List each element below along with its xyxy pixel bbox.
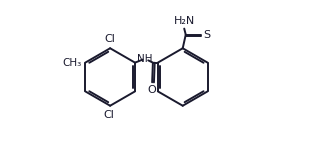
Text: Cl: Cl (103, 109, 114, 120)
Text: H₂N: H₂N (174, 16, 195, 26)
Text: NH: NH (137, 54, 153, 64)
Text: O: O (148, 85, 156, 95)
Text: Cl: Cl (105, 34, 116, 45)
Text: CH₃: CH₃ (62, 58, 81, 68)
Text: S: S (203, 30, 210, 40)
